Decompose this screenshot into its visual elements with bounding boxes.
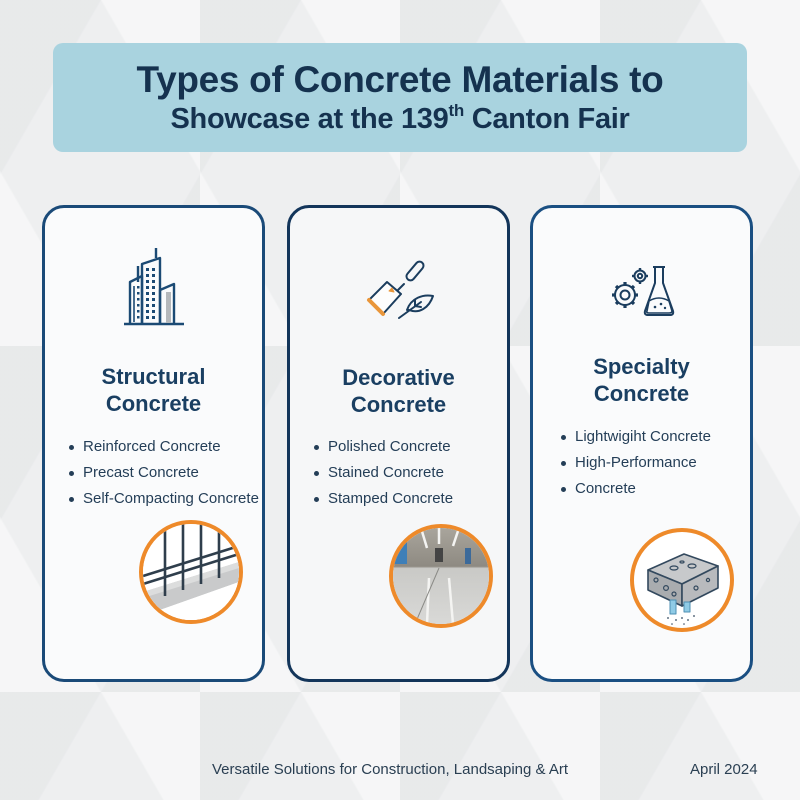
list-item: Self-Compacting Concrete [67,486,259,512]
rebar-concrete-beam-photo [139,520,243,624]
card-title-line1: Structural [101,364,206,389]
list-item: High-Performance [559,450,711,476]
footer-date: April 2024 [690,761,758,778]
title-line2-suffix: Canton Fair [463,102,630,135]
ordinal-suffix: th [448,100,464,120]
card-decorative-concrete: Decorative Concrete Polished Concrete St… [287,205,510,682]
concrete-type-list: Reinforced Concrete Precast Concrete Sel… [67,434,259,512]
polished-floor-photo [389,524,493,628]
card-specialty-concrete: Specialty Concrete Lightwigiht Concrete … [530,205,753,682]
card-title-line2: Concrete [105,391,202,416]
card-title-line1: Decorative [342,365,455,390]
list-item: Stamped Concrete [312,486,453,512]
list-item: Stained Concrete [312,460,453,486]
list-item: Lightwigiht Concrete [559,424,711,450]
gears-flask-icon [607,263,677,324]
card-title: Specialty Concrete [533,353,750,407]
card-title-line1: Specialty [593,354,690,379]
concrete-type-list: Lightwigiht Concrete High-Performance Co… [559,424,711,502]
list-item: Precast Concrete [67,460,259,486]
page-title-line1: Types of Concrete Materials to [136,58,664,100]
footer-tagline: Versatile Solutions for Construction, La… [212,761,569,778]
concrete-type-list: Polished Concrete Stained Concrete Stamp… [312,434,453,512]
card-title-line2: Concrete [593,381,690,406]
buildings-icon [122,246,186,333]
title-banner: Types of Concrete Materials to Showcase … [53,43,747,152]
list-item: Reinforced Concrete [67,434,259,460]
title-line2-prefix: Showcase at the 139 [170,102,449,135]
page-title-line2: Showcase at the 139th Canton Fair [170,101,629,137]
card-title: Structural Concrete [45,363,262,417]
card-title: Decorative Concrete [290,364,507,418]
list-item: Concrete [559,476,711,502]
trowel-leaf-icon [361,258,437,327]
card-title-line2: Concrete [350,392,447,417]
card-structural-concrete: Structural Concrete Reinforced Concrete … [42,205,265,682]
list-item: Polished Concrete [312,434,453,460]
porous-concrete-block-illustration [630,528,734,632]
